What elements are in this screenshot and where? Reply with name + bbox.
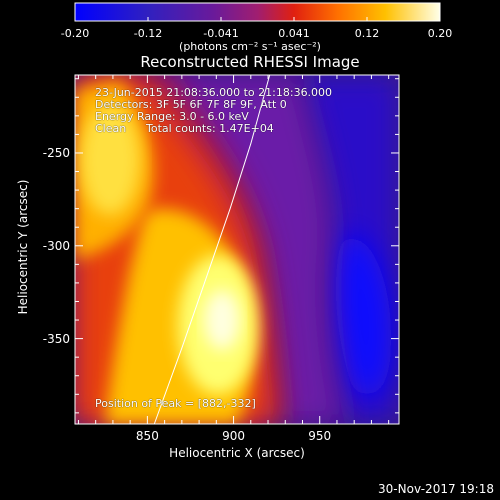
- annotation-time-range: 23-Jun-2015 21:08:36.000 to 21:18:36.000: [95, 86, 333, 99]
- footer-timestamp: 30-Nov-2017 19:18: [378, 482, 494, 496]
- y-tick-label: -300: [42, 238, 70, 253]
- x-tick-label: 850: [135, 429, 159, 443]
- annotation-peak: Position of Peak = [882,-332]: [95, 397, 256, 410]
- solar-limb-curve: [153, 74, 271, 425]
- y-tick-label: -250: [42, 145, 70, 160]
- heatmap-image: [75, 75, 399, 424]
- colorbar-tick-label: -0.12: [133, 27, 163, 40]
- colorbar-unit-label: (photons cm⁻² s⁻¹ asec⁻²): [179, 40, 321, 53]
- chart-title: Reconstructed RHESSI Image: [140, 53, 360, 71]
- annotation-counts: Total counts: 1.47E+04: [146, 122, 274, 135]
- y-tick-label: -350: [42, 331, 70, 346]
- x-tick-label: 950: [308, 429, 332, 443]
- colorbar: [74, 2, 441, 22]
- colorbar-tick-label: 0.20: [427, 27, 453, 40]
- x-tick-label: 900: [222, 429, 245, 443]
- x-axis-label: Heliocentric X (arcsec): [169, 446, 305, 460]
- y-axis-label: Heliocentric Y (arcsec): [16, 179, 30, 315]
- colorbar-gradient: [74, 2, 441, 22]
- annotation-detectors: Detectors: 3F 5F 6F 7F 8F 9F, Att 0: [95, 98, 287, 111]
- colorbar-tick-label: 0.041: [278, 27, 310, 40]
- annotation-energy: Energy Range: 3.0 - 6.0 keV: [95, 110, 249, 123]
- annotation-method: Clean: [95, 122, 127, 135]
- colorbar-tick-label: 0.12: [354, 27, 380, 40]
- colorbar-tick-label: -0.20: [60, 27, 90, 40]
- colorbar-tick-label: -0.041: [203, 27, 239, 40]
